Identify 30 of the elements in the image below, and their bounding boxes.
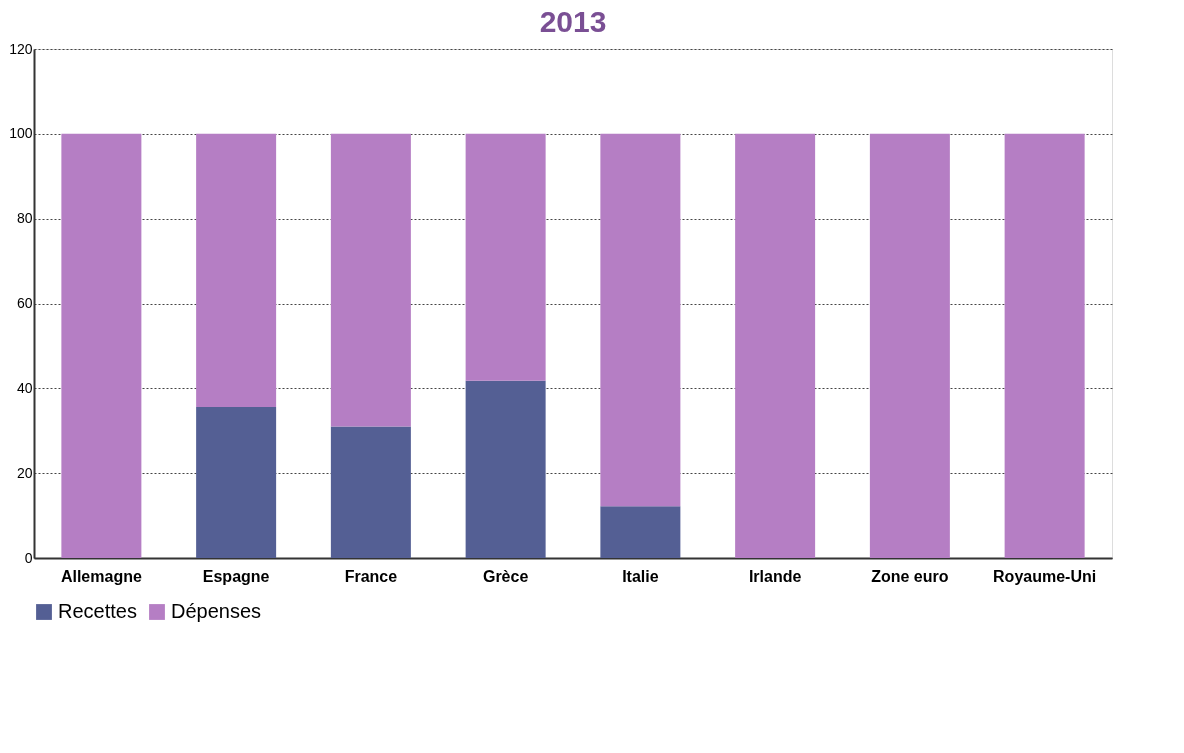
bar bbox=[735, 133, 816, 558]
x-tick-label: Italie bbox=[622, 567, 659, 585]
bar bbox=[196, 407, 277, 558]
bar bbox=[600, 133, 681, 507]
y-tick-label: 100 bbox=[9, 125, 33, 142]
y-tick-label: 60 bbox=[16, 295, 33, 311]
bar bbox=[600, 506, 681, 558]
x-tick-label: Allemagne bbox=[60, 567, 142, 585]
bar bbox=[869, 133, 950, 558]
x-tick-label: Royaume-Uni bbox=[993, 567, 1097, 585]
x-tick-label: France bbox=[344, 567, 398, 585]
x-tick-label: Zone euro bbox=[871, 567, 949, 585]
bar bbox=[196, 133, 277, 407]
y-tick-label: 40 bbox=[16, 379, 33, 396]
x-tick-label: Espagne bbox=[202, 567, 270, 585]
bar bbox=[465, 380, 546, 558]
x-tick-label: Grèce bbox=[482, 567, 529, 585]
legend-label: Dépenses bbox=[171, 600, 262, 622]
bar bbox=[1004, 133, 1085, 558]
y-tick-label: 0 bbox=[24, 549, 33, 566]
bar bbox=[330, 426, 411, 558]
chart-title: 2013 bbox=[539, 5, 607, 38]
bar bbox=[61, 133, 142, 558]
bar bbox=[465, 133, 546, 381]
y-tick-label: 20 bbox=[16, 464, 33, 481]
legend-label: Recettes bbox=[58, 600, 137, 622]
bar bbox=[330, 133, 411, 427]
y-tick-label: 80 bbox=[16, 210, 33, 227]
y-tick-label: 120 bbox=[9, 40, 33, 57]
x-tick-label: Irlande bbox=[748, 567, 802, 585]
